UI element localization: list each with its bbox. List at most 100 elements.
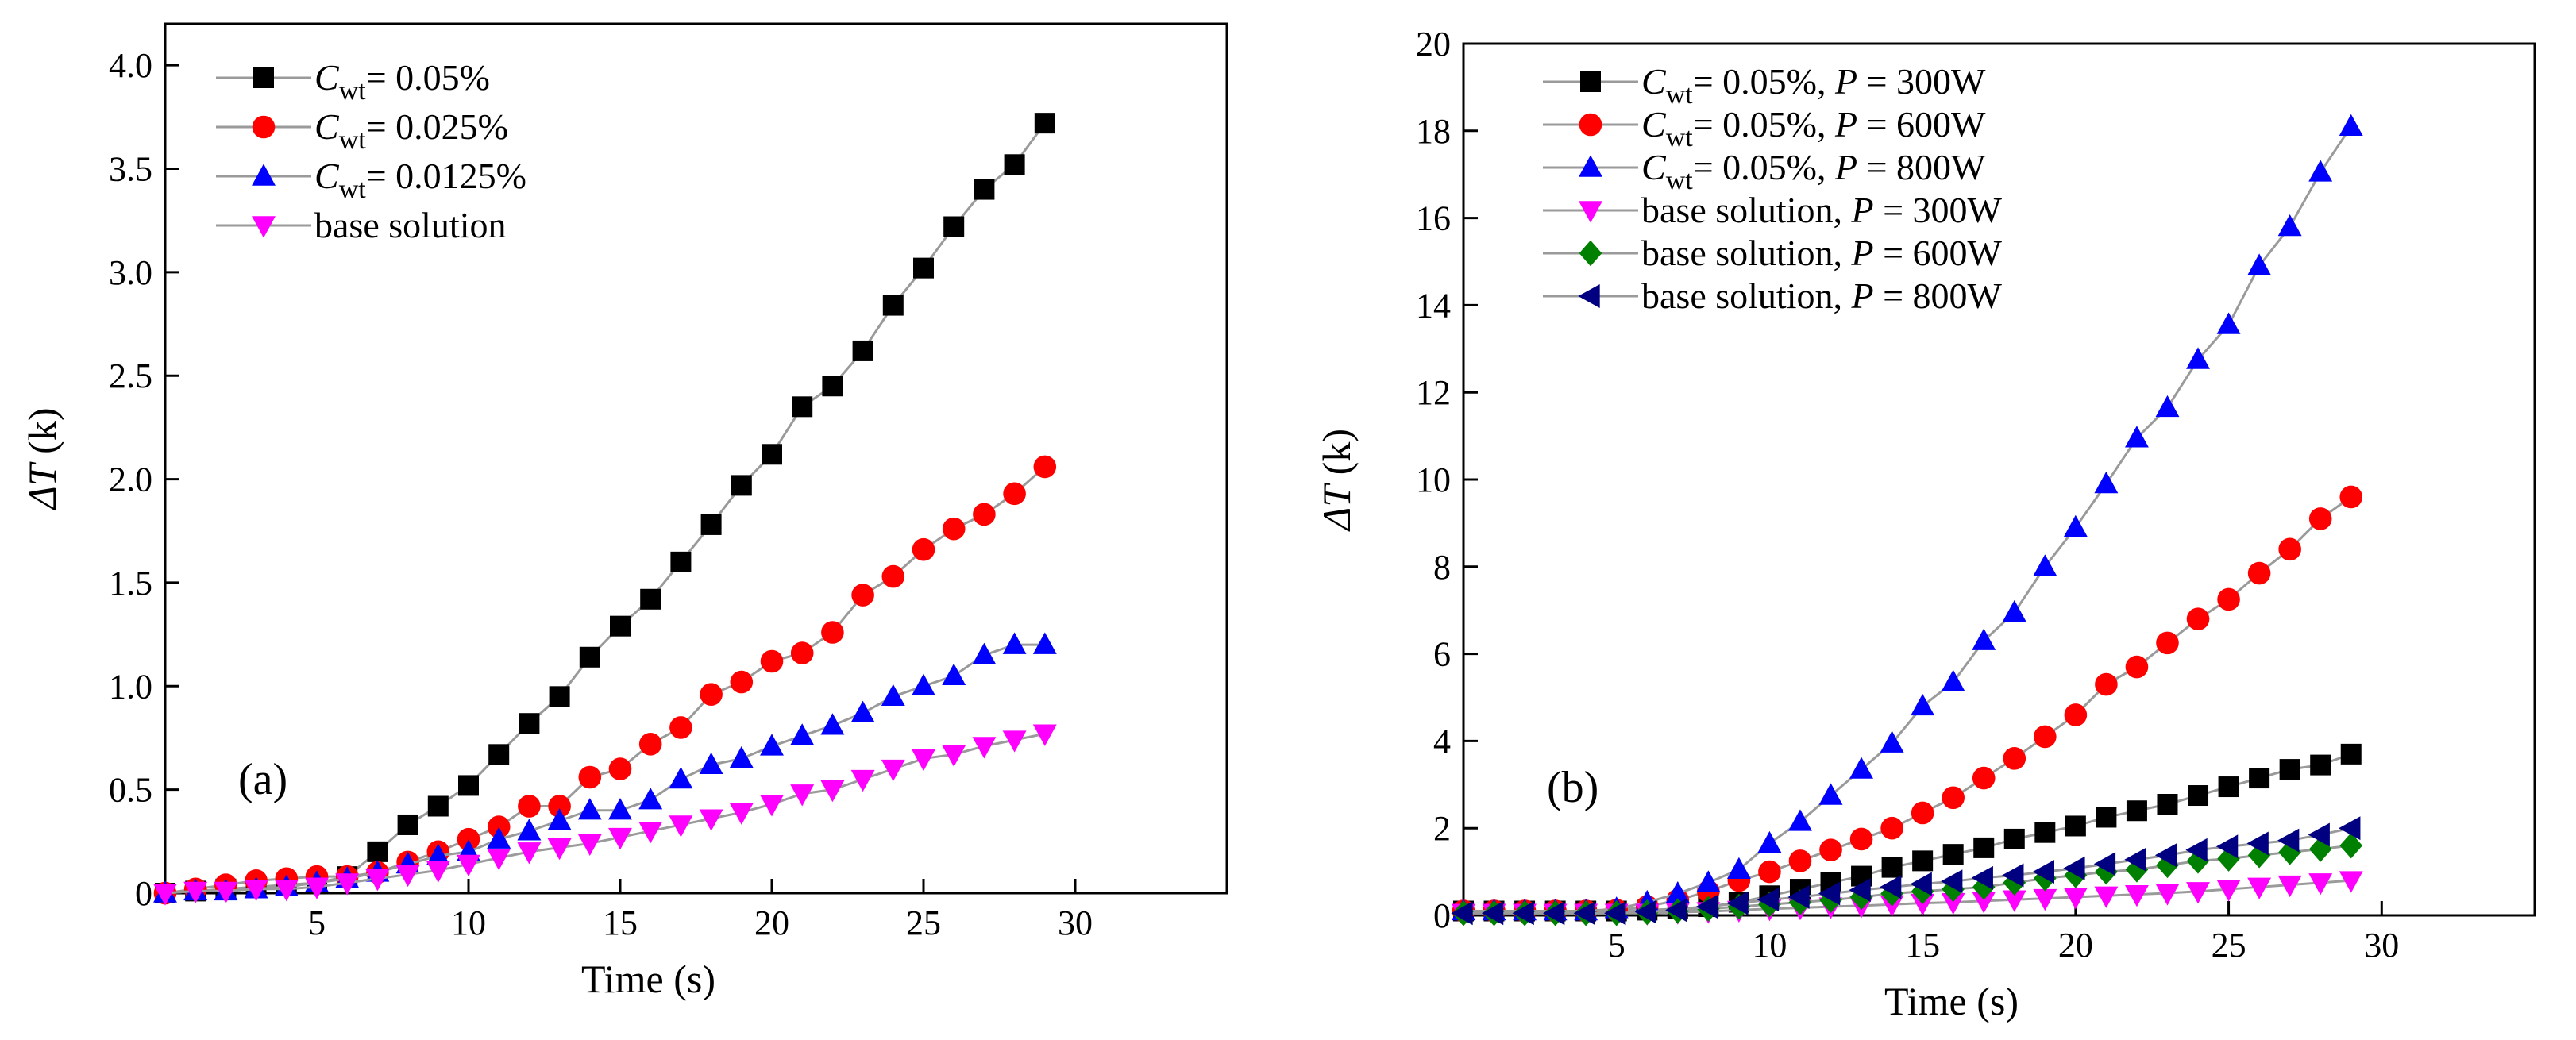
data-point xyxy=(1573,901,1595,926)
y-tick-label: 10 xyxy=(1416,460,1451,499)
data-point xyxy=(488,744,510,765)
x-tick-label: 10 xyxy=(451,903,486,942)
data-point xyxy=(577,834,602,857)
data-point xyxy=(183,881,208,903)
data-point xyxy=(1451,901,1473,926)
data-point xyxy=(730,670,754,694)
data-point xyxy=(912,673,935,695)
data-point xyxy=(2032,860,2055,884)
x-tick-label: 25 xyxy=(906,903,941,942)
series-line xyxy=(164,465,1046,895)
data-point xyxy=(517,842,542,865)
data-point xyxy=(2094,471,2119,494)
y-tick-label: 2.0 xyxy=(109,460,152,499)
data-point xyxy=(2340,743,2362,765)
data-point xyxy=(2339,816,2361,841)
legend-item: Cwt= 0.0125% xyxy=(216,156,526,204)
y-axis-title: ΔT (k) xyxy=(20,408,64,511)
data-point xyxy=(2279,759,2300,780)
legend-p-value: = 300W xyxy=(1874,190,2003,230)
legend-label: base solution, P = 800W xyxy=(1641,275,2003,316)
data-point xyxy=(1941,869,1963,894)
data-point xyxy=(2093,852,2116,876)
data-point xyxy=(517,819,542,841)
data-point xyxy=(426,861,450,883)
data-point xyxy=(1971,865,1993,890)
data-point xyxy=(1032,632,1057,654)
data-point xyxy=(912,537,935,561)
x-tick-label: 20 xyxy=(2058,926,2093,965)
y-axis-title-symbol: ΔT xyxy=(20,461,64,510)
data-point xyxy=(2065,815,2086,837)
data-point xyxy=(244,880,268,902)
legend-p-symbol: P xyxy=(1834,61,1857,102)
data-point xyxy=(852,340,873,361)
legend-marker xyxy=(1579,113,1602,137)
data-point xyxy=(821,621,844,644)
legend-subscript: wt xyxy=(339,76,367,106)
data-point xyxy=(1911,693,1935,716)
legend-marker xyxy=(252,115,276,139)
data-point xyxy=(518,795,541,818)
legend-item: base solution, P = 600W xyxy=(1543,233,2003,273)
legend-p-value: = 600W xyxy=(1874,233,2003,273)
data-point xyxy=(457,854,480,877)
legend-subscript: wt xyxy=(339,175,367,204)
data-point xyxy=(882,295,904,316)
legend-p-value: = 300W xyxy=(1857,61,1986,102)
data-point xyxy=(2308,836,2332,862)
data-point xyxy=(2034,822,2056,843)
y-tick-label: 18 xyxy=(1416,112,1451,151)
data-point xyxy=(851,584,874,607)
series-line xyxy=(164,122,1047,895)
data-point xyxy=(1818,881,1841,906)
data-point xyxy=(2216,880,2241,902)
data-point xyxy=(1973,837,1995,858)
legend-text: = 0.05%, xyxy=(1693,61,1835,102)
data-point xyxy=(1881,857,1903,878)
legend-label: base solution, P = 600W xyxy=(1641,233,2003,273)
y-tick-label: 14 xyxy=(1416,286,1451,325)
legend-p-value: = 600W xyxy=(1857,104,1986,144)
data-point xyxy=(1634,899,1656,924)
series-line xyxy=(164,732,1046,895)
data-point xyxy=(1788,849,1812,872)
data-point xyxy=(2063,856,2085,880)
legend-marker xyxy=(1579,155,1602,177)
data-point xyxy=(1757,888,1780,912)
data-point xyxy=(1696,870,1721,892)
y-axis-title: ΔT (k) xyxy=(1314,429,1359,532)
chart-panel-b: 5 10 15 20 25 30 0 2 4 6 8 10 12 14 16 18 20 Time (s) ΔT (… xyxy=(1314,25,2536,1023)
data-point xyxy=(1942,844,1964,865)
data-point xyxy=(1849,878,1871,903)
legend-text: base solution, xyxy=(1641,275,1851,316)
legend-item: Cwt= 0.025% xyxy=(216,106,508,155)
data-point xyxy=(669,767,693,789)
data-point xyxy=(699,809,723,831)
x-tick-label: 30 xyxy=(2364,926,2399,965)
data-point xyxy=(2247,877,2272,899)
data-point xyxy=(1726,891,1749,915)
series-1 xyxy=(155,113,1055,903)
legend-item: Cwt= 0.05%, P = 800W xyxy=(1543,147,1986,195)
data-point xyxy=(1481,901,1504,926)
data-point xyxy=(1911,893,1935,916)
legend-p-value: = 800W xyxy=(1874,275,2003,316)
data-point xyxy=(2124,426,2149,448)
data-point xyxy=(1972,628,1996,650)
data-point xyxy=(638,788,663,810)
legend-label: Cwt= 0.05%, P = 800W xyxy=(1641,147,1986,195)
data-point xyxy=(2249,768,2270,789)
y-tick-label: 4 xyxy=(1433,722,1451,761)
data-point xyxy=(2186,848,2210,874)
legend-label: base solution, P = 300W xyxy=(1641,190,2003,230)
data-point xyxy=(2063,888,2088,910)
data-point xyxy=(1972,892,1996,914)
y-tick-label: 6 xyxy=(1433,635,1451,674)
y-tick-label: 3.5 xyxy=(109,150,152,189)
data-point xyxy=(1695,895,1718,919)
legend-label: Cwt= 0.05% xyxy=(314,57,490,106)
legend-text: = 0.05% xyxy=(366,57,490,98)
legend-subscript: wt xyxy=(1666,166,1694,195)
